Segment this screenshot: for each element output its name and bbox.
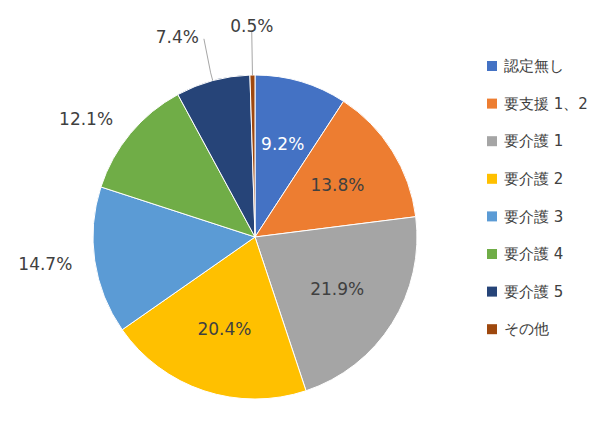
legend-swatch — [487, 249, 497, 259]
legend-swatch — [487, 136, 497, 146]
legend-label: 要介護 2 — [504, 170, 563, 188]
legend-label: 要支援 1、2 — [504, 95, 588, 113]
legend-label: 要介護 1 — [504, 132, 563, 150]
legend-swatch — [487, 287, 497, 297]
legend-swatch — [487, 99, 497, 109]
legend-item: 要介護 1 — [487, 132, 563, 150]
legend-swatch — [487, 61, 497, 71]
data-labels: 9.2% 13.8% 21.9% 20.4% 14.7% 12.1% 7.4% 0.5% — [18, 16, 364, 340]
leader-line — [204, 39, 213, 81]
legend-item: 要介護 5 — [487, 283, 563, 301]
data-label: 7.4% — [156, 27, 199, 47]
data-label: 13.8% — [310, 175, 364, 195]
legend-swatch — [487, 174, 497, 184]
pie-slice — [178, 75, 255, 237]
pie-slice — [255, 101, 416, 237]
data-label: 21.9% — [310, 279, 364, 299]
data-label: 14.7% — [18, 254, 72, 274]
legend-label: 要介護 3 — [504, 208, 563, 226]
legend-label: 認定無し — [504, 57, 564, 75]
legend-label: 要介護 5 — [504, 283, 563, 301]
legend-item: 認定無し — [487, 57, 564, 75]
legend-item: 要支援 1、2 — [487, 95, 588, 113]
pie — [93, 75, 417, 399]
legend-label: 要介護 4 — [504, 245, 563, 263]
leader-line — [251, 32, 253, 75]
legend-item: 要介護 4 — [487, 245, 563, 263]
data-label: 12.1% — [59, 109, 113, 129]
legend: 認定無し要支援 1、2 要介護 1 要介護 2 要介護 3 要介護 4 要介護 5 その他 — [487, 57, 588, 338]
legend-item: 要介護 2 — [487, 170, 563, 188]
data-label: 0.5% — [230, 16, 273, 36]
legend-label: その他 — [504, 320, 549, 338]
data-label: 20.4% — [197, 319, 251, 339]
legend-swatch — [487, 211, 497, 221]
data-label: 9.2% — [261, 134, 304, 154]
legend-item: 要介護 3 — [487, 208, 563, 226]
legend-item: その他 — [487, 320, 549, 338]
legend-swatch — [487, 324, 497, 334]
pie-slice — [250, 75, 255, 237]
chart: 9.2% 13.8% 21.9% 20.4% 14.7% 12.1% 7.4% 0.5% 認定無… — [0, 0, 610, 422]
